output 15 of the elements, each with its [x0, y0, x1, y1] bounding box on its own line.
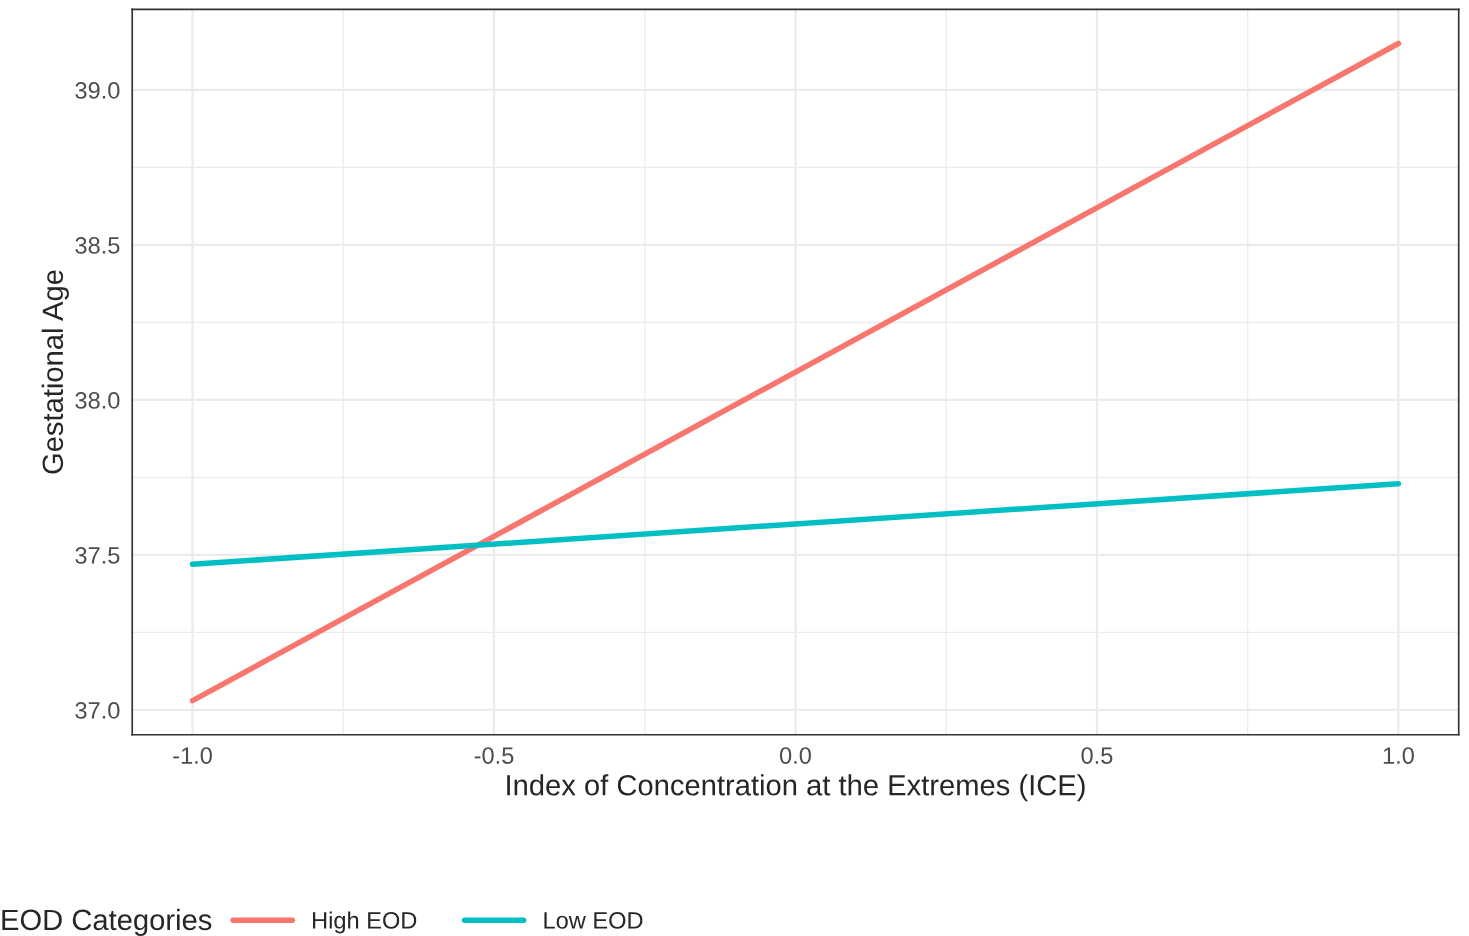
y-axis-title: Gestational Age: [41, 270, 69, 474]
y-tick-label: 39.0: [75, 82, 120, 99]
y-tick-label: 37.5: [75, 547, 120, 564]
x-tick-label: 0.0: [779, 747, 811, 764]
y-tick-label: 38.0: [75, 392, 120, 409]
legend-label: High EOD: [313, 911, 417, 934]
x-tick-label: -0.5: [474, 747, 514, 764]
x-tick-label: 0.5: [1081, 747, 1113, 764]
legend-label: Low EOD: [544, 912, 643, 929]
x-tick-label: 1.0: [1383, 747, 1414, 764]
y-tick-label: 38.5: [75, 237, 120, 254]
x-tick-label: -1.0: [173, 747, 212, 764]
x-axis-title: Index of Concentration at the Extremes (ICE): [507, 774, 1085, 802]
y-tick-label: 37.0: [75, 702, 120, 719]
legend-title: EOD Categories: [2, 908, 212, 936]
